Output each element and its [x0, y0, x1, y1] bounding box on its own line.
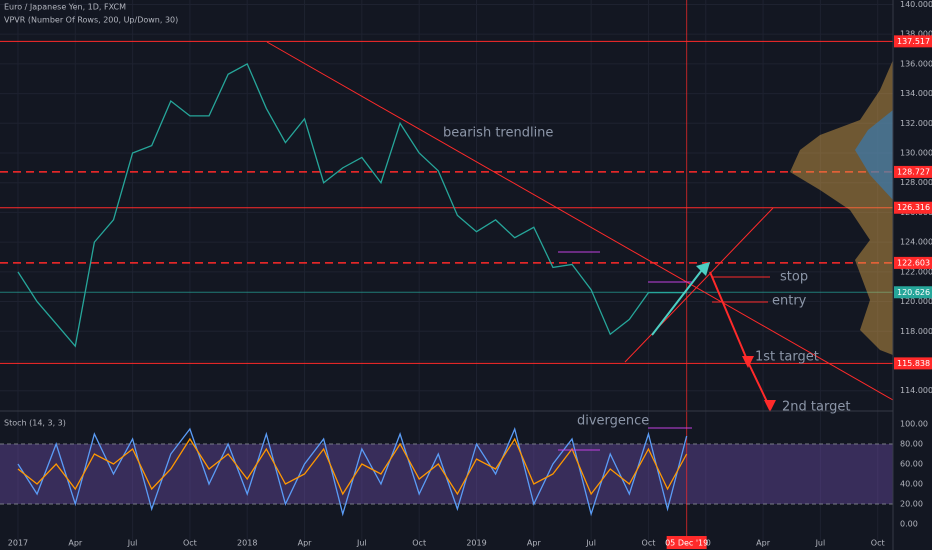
annotation: 1st target	[755, 350, 819, 365]
y-tick-label: 120.000	[900, 297, 932, 306]
x-tick-label: Jul	[356, 539, 367, 548]
date-label-bg	[666, 536, 707, 549]
annotation: 2nd target	[782, 400, 850, 415]
x-tick-label: 2018	[237, 539, 257, 548]
x-tick-label: Jul	[815, 539, 826, 548]
annotation: entry	[772, 294, 807, 309]
y-tick-label: 80.00	[900, 440, 923, 449]
y-tick-label: 100.00	[900, 420, 928, 429]
series-line	[17, 437, 688, 496]
volume-profile-down	[855, 110, 893, 200]
level-label-bg	[894, 201, 932, 214]
y-tick-label: 0.00	[900, 520, 918, 529]
x-tick-label: Oct	[871, 539, 885, 548]
y-tick-label: 136.000	[900, 59, 932, 68]
arrow-head	[764, 400, 776, 412]
y-tick-label: 130.000	[900, 149, 932, 158]
y-tick-label: 114.000	[900, 386, 932, 395]
trendline	[266, 41, 894, 401]
series-line	[17, 426, 688, 517]
y-tick-label: 124.000	[900, 238, 932, 247]
annotation: bearish trendline	[443, 126, 553, 141]
y-tick-label: 138.000	[900, 30, 932, 39]
x-tick-label: 2017	[8, 539, 28, 548]
y-tick-label: 20.00	[900, 500, 923, 509]
x-tick-label: 2019	[466, 539, 486, 548]
x-tick-label: Jul	[585, 539, 596, 548]
x-tick-label: Apr	[68, 539, 83, 548]
annotation: stop	[780, 270, 808, 285]
y-tick-label: 132.000	[900, 119, 932, 128]
x-tick-label: Oct	[412, 539, 426, 548]
chart-title: Euro / Japanese Yen, 1D, FXCM	[4, 3, 126, 12]
level-label: 115.838	[897, 359, 930, 368]
y-tick-label: 60.00	[900, 460, 923, 469]
up-arrow	[651, 265, 706, 336]
date-label: 05 Dec '19	[665, 539, 708, 548]
y-tick-label: 128.000	[900, 178, 932, 187]
last-price-label: 120.626	[897, 288, 930, 297]
y-tick-label: 122.000	[900, 267, 932, 276]
y-tick-label: 118.000	[900, 327, 932, 336]
annotation: divergence	[577, 414, 649, 429]
x-tick-label: Oct	[183, 539, 197, 548]
volume-profile	[790, 60, 893, 355]
level-label-bg	[894, 165, 932, 178]
arrow-head	[696, 262, 710, 276]
arrow-head	[742, 356, 754, 368]
last-price-label-bg	[894, 286, 932, 299]
level-label-bg	[894, 256, 932, 269]
stoch-band	[0, 444, 893, 504]
level-label: 126.316	[897, 203, 930, 212]
level-label-bg	[894, 357, 932, 370]
y-tick-label: 40.00	[900, 480, 923, 489]
x-tick-label: Apr	[298, 539, 313, 548]
indicator-label: Stoch (14, 3, 3)	[4, 419, 66, 428]
y-tick-label: 134.000	[900, 89, 932, 98]
level-label: 122.603	[897, 258, 930, 267]
channel-line	[624, 207, 774, 363]
level-label-bg	[894, 35, 932, 48]
x-tick-label: Apr	[527, 539, 542, 548]
level-label: 137.517	[897, 37, 930, 46]
y-tick-label: 140.000	[900, 0, 932, 9]
series-line	[17, 62, 687, 348]
indicator-label: VPVR (Number Of Rows, 200, Up/Down, 30)	[4, 16, 178, 25]
x-tick-label: Jul	[127, 539, 138, 548]
x-tick-label: Apr	[756, 539, 771, 548]
level-label: 128.727	[897, 167, 930, 176]
x-tick-label: Oct	[642, 539, 656, 548]
group: 114.000116.000118.000120.000122.000124.0…	[8, 0, 932, 549]
